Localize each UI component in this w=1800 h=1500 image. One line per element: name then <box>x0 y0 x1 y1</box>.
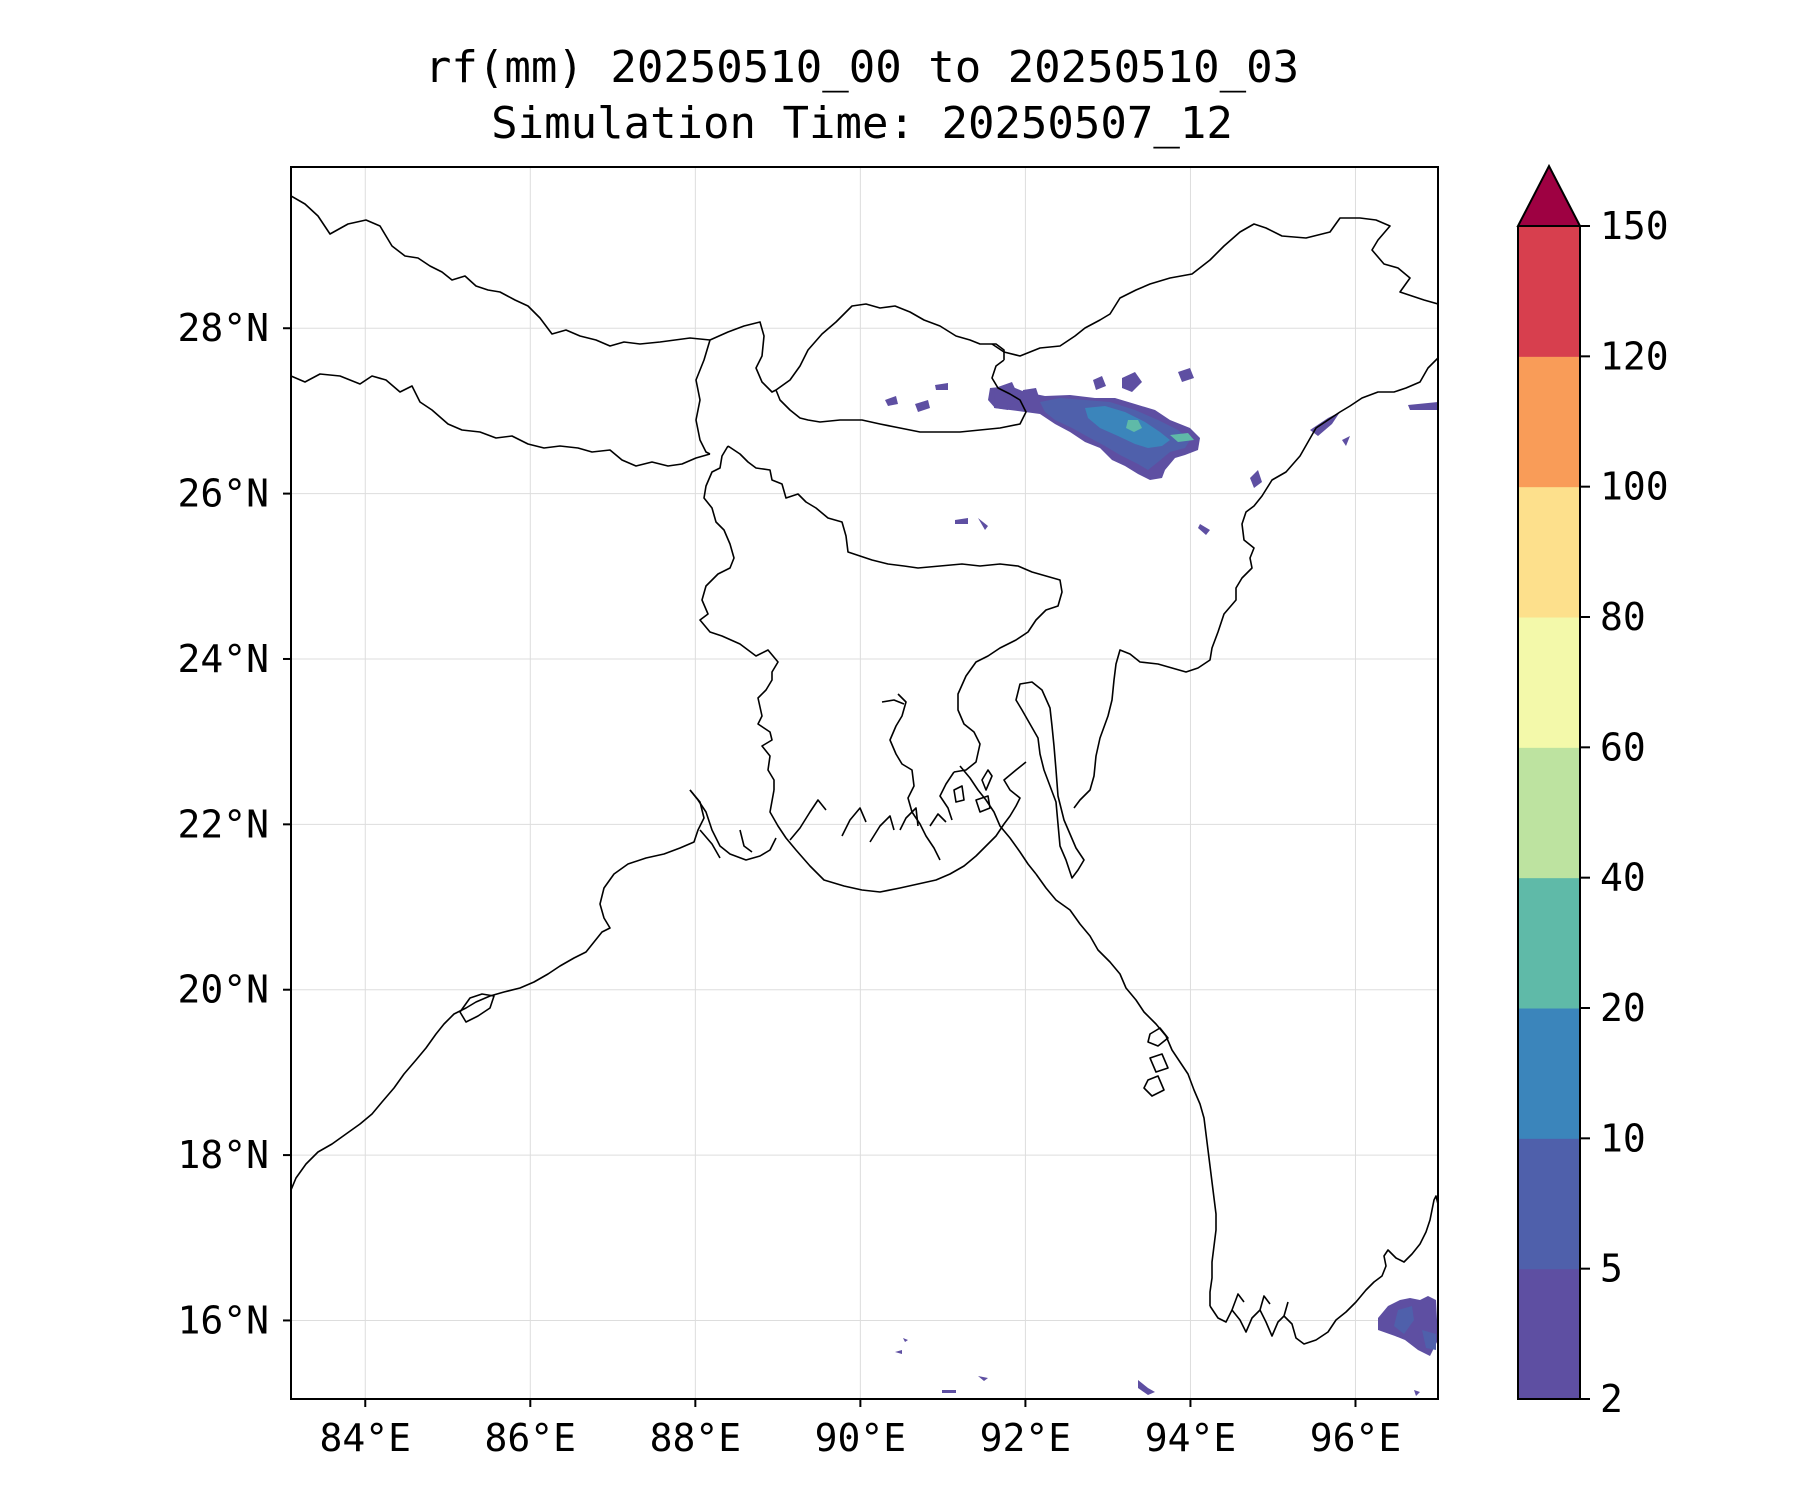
lat-tick-label: 16°N <box>177 1298 269 1342</box>
title-line-2: Simulation Time: 20250507_12 <box>491 98 1233 149</box>
rain-area-blob-9 <box>955 518 988 530</box>
colorbar-segment <box>1518 356 1580 488</box>
nepal-north-border <box>291 195 711 347</box>
india-myanmar-border <box>1073 357 1438 809</box>
rain-area-blob-2 <box>1020 388 1040 410</box>
sundarbans-coast <box>689 761 1027 893</box>
rain-area-blob-10 <box>1198 524 1210 535</box>
map-area <box>291 167 1438 1399</box>
lat-tick-label: 26°N <box>177 472 269 516</box>
lat-tick-label: 18°N <box>177 1133 269 1177</box>
lat-tick-label: 20°N <box>177 968 269 1012</box>
colorbar-tick-label: 40 <box>1600 856 1646 900</box>
colorbar-tick-label: 150 <box>1600 204 1669 248</box>
colorbar-tick-label: 20 <box>1600 986 1646 1030</box>
meghna-islands <box>881 693 1037 875</box>
rain-area-blob-8 <box>935 383 948 390</box>
rain-area-speck-1 <box>895 1338 908 1354</box>
lat-tick-label: 22°N <box>177 802 269 846</box>
rain-area-blob-7 <box>915 400 930 412</box>
colorbar-tick-label: 80 <box>1600 595 1646 639</box>
lon-tick-label: 92°E <box>980 1416 1072 1460</box>
colorbar-segment <box>1518 486 1580 618</box>
lon-tick-label: 84°E <box>320 1416 412 1460</box>
colorbar-segment <box>1518 747 1580 879</box>
rainfall-shading <box>885 368 1438 1396</box>
rain-area-blob-4 <box>1122 372 1142 392</box>
rain-area-blob-11 <box>1250 470 1262 488</box>
tripura-border <box>1015 681 1085 879</box>
colorbar-outline <box>1517 226 1581 1400</box>
rain-area-myanmar-inner <box>1394 1306 1436 1350</box>
rain-area-blob-5 <box>1178 368 1194 382</box>
rain-area-speck-3 <box>1138 1380 1155 1395</box>
colorbar-tick-label: 2 <box>1600 1377 1623 1421</box>
title-line-1: rf(mm) 20250510_00 to 20250510_03 <box>425 42 1299 93</box>
colorbar-segment <box>1518 1008 1580 1139</box>
colorbar-extend-arrow <box>1516 163 1582 227</box>
colorbar-tick-label: 100 <box>1600 465 1669 509</box>
colorbar: 2 5 10 20 40 60 80 100 120 150 <box>1516 163 1669 1421</box>
bhola-island <box>953 769 993 813</box>
coastlines-and-borders <box>291 195 1438 1345</box>
rain-area-blob-3 <box>1093 376 1106 390</box>
sikkim-bhutan-border <box>695 303 1027 455</box>
colorbar-tick-label: 10 <box>1600 1116 1646 1160</box>
colorbar-tick-label: 120 <box>1600 334 1669 378</box>
irrawaddy-delta <box>1209 1195 1438 1345</box>
colorbar-segment <box>1518 877 1580 1009</box>
colorbar-tick-label: 5 <box>1600 1247 1623 1291</box>
lat-tick-label: 24°N <box>177 637 269 681</box>
lon-tick-label: 86°E <box>485 1416 577 1460</box>
bangladesh-border <box>699 445 1063 790</box>
west-bengal-odisha-coast <box>291 789 705 1191</box>
latitude-axis: 16°N 18°N 20°N 22°N 24°N 26°N 28°N <box>177 306 291 1342</box>
lat-tick-label: 28°N <box>177 306 269 350</box>
rain-area-blob-13 <box>1408 402 1438 410</box>
rain-area-assam-peak <box>1126 420 1194 442</box>
colorbar-segment <box>1518 617 1580 748</box>
rain-area-speck-2 <box>942 1376 988 1393</box>
rain-area-blob-6 <box>885 396 898 406</box>
rain-area-blob-12 <box>1310 412 1340 436</box>
rakhine-coast <box>1035 873 1217 1306</box>
arunachal-north-border <box>991 217 1438 357</box>
map-frame <box>290 166 1439 1400</box>
colorbar-segment <box>1518 1138 1580 1270</box>
lon-tick-label: 96°E <box>1310 1416 1402 1460</box>
lon-tick-label: 90°E <box>815 1416 907 1460</box>
rain-area-speck-4 <box>1414 1390 1420 1396</box>
lon-tick-label: 88°E <box>650 1416 742 1460</box>
chilika-lagoon <box>459 993 495 1023</box>
lon-tick-label: 94°E <box>1145 1416 1237 1460</box>
nepal-south-border <box>291 373 711 467</box>
colorbar-tick-label: 60 <box>1600 725 1646 769</box>
rakhine-islands <box>1143 1027 1169 1097</box>
rain-area-blob-14 <box>1342 436 1350 446</box>
longitude-axis: 84°E 86°E 88°E 90°E 92°E 94°E 96°E <box>320 1399 1402 1460</box>
colorbar-segment <box>1518 1268 1580 1400</box>
colorbar-segment <box>1518 226 1580 357</box>
